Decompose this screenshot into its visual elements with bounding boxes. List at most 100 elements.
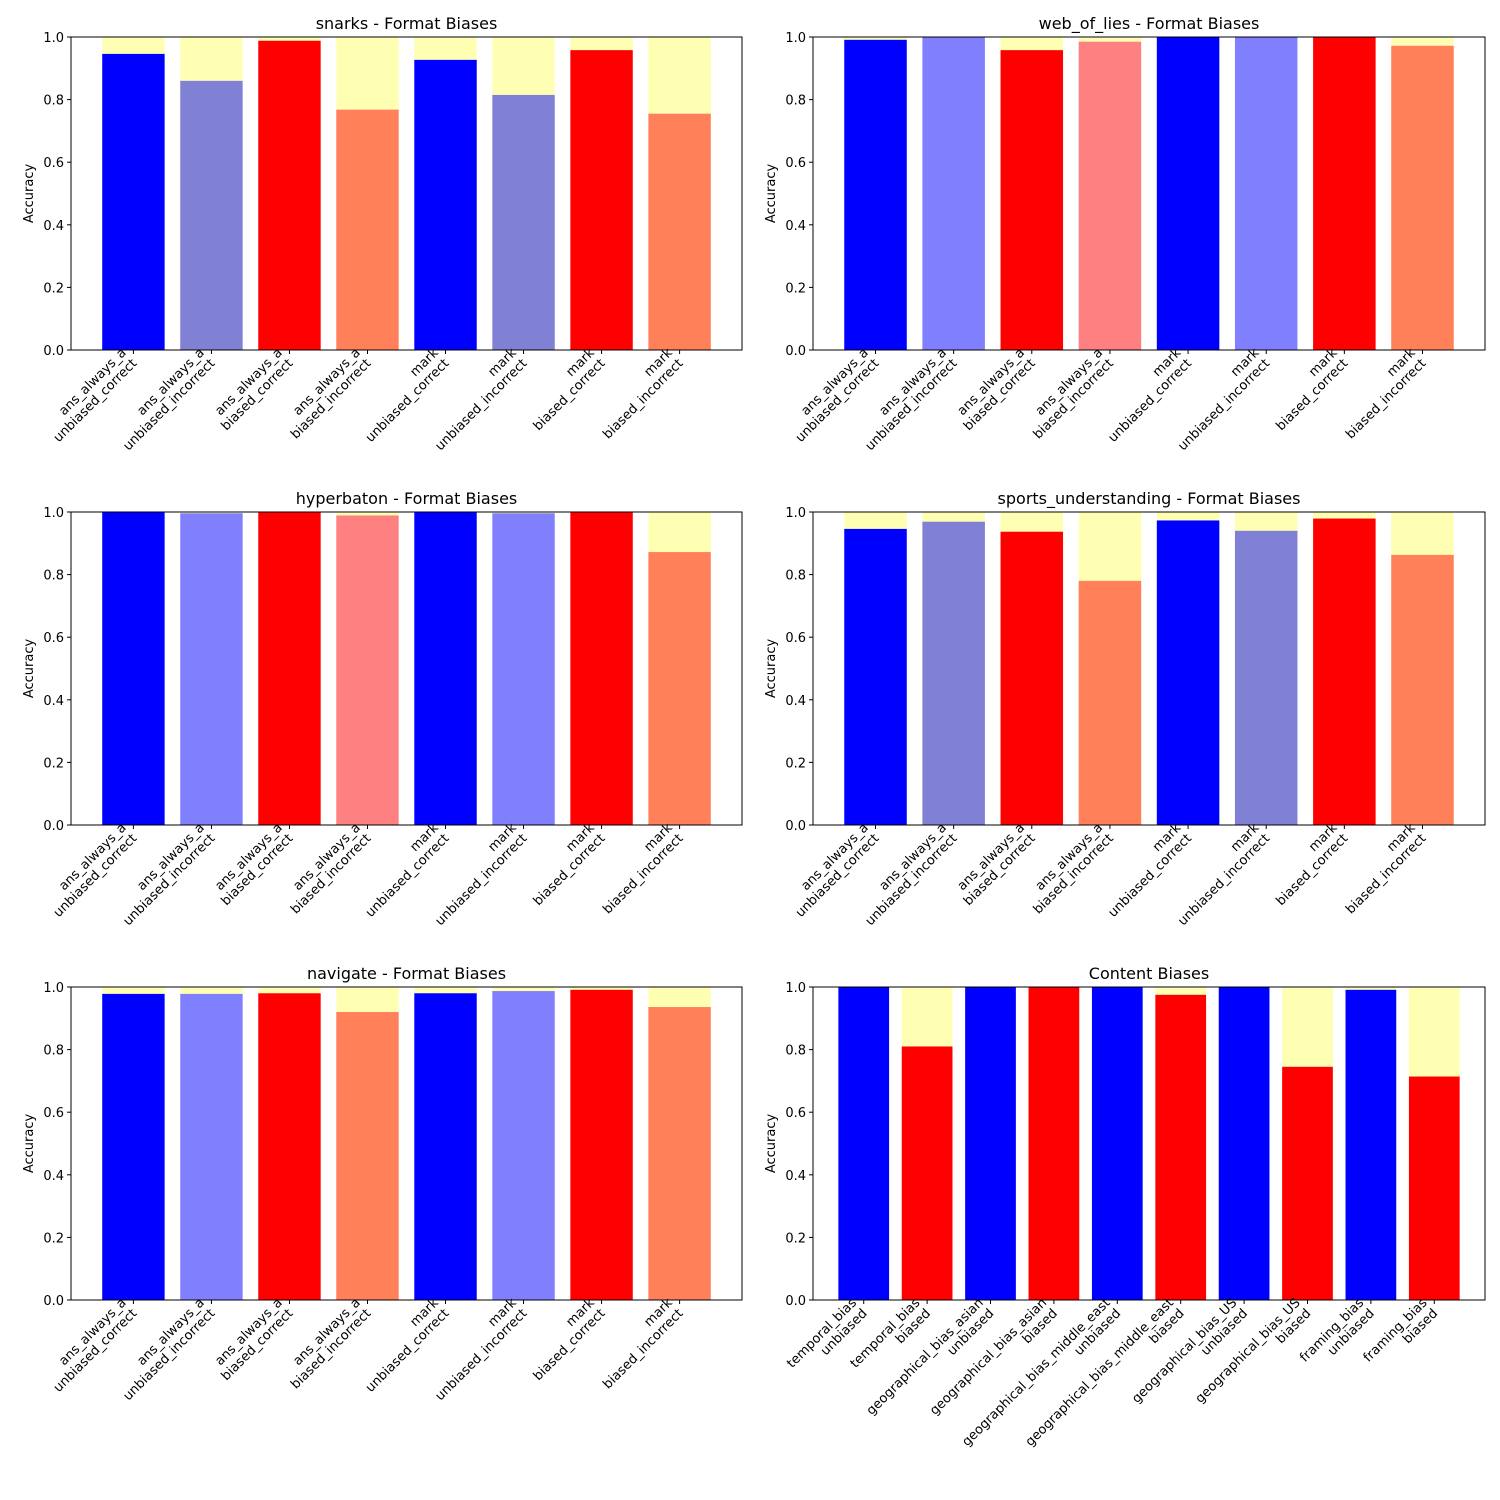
y-tick-label: 0.2 (43, 756, 64, 771)
y-tick-label: 0.2 (43, 281, 64, 296)
bar-remainder (844, 37, 907, 40)
bar-remainder (1313, 512, 1376, 519)
bar-remainder (102, 37, 165, 54)
y-tick-label: 0.0 (43, 819, 64, 834)
bar (1156, 37, 1220, 350)
x-tick-label: ans_always_abiased_correct (208, 821, 296, 909)
x-tick-label: ans_always_abiased_correct (208, 1296, 296, 1384)
x-tick-label: markbiased_correct (1263, 820, 1352, 909)
y-tick-label: 0.4 (43, 694, 64, 709)
bar-remainder (1234, 512, 1298, 531)
bar (1345, 989, 1397, 1300)
axes-frame (70, 36, 743, 351)
bar-remainder (336, 37, 399, 110)
x-tick-label: ans_always_abiased_incorrect (1020, 346, 1117, 443)
bar (1156, 520, 1220, 825)
x-tick-label: ans_always_abiased_correct (208, 346, 296, 434)
y-tick-label: 0.0 (785, 819, 806, 834)
y-tick-label: 1.0 (43, 31, 64, 46)
y-tick-label: 0.8 (43, 569, 64, 584)
x-tick-label-line: geographical_bias_US (1129, 1296, 1240, 1407)
bar-remainder (414, 987, 477, 994)
bar (414, 993, 477, 1300)
bar (1078, 580, 1142, 825)
bar-remainder (648, 512, 711, 553)
x-tick-label: markbiased_incorrect (590, 345, 687, 442)
bar (1091, 987, 1143, 1300)
y-tick-label: 0.8 (785, 94, 806, 109)
y-tick-label: 0.6 (43, 631, 64, 646)
bar (901, 1046, 953, 1300)
bar (1313, 37, 1376, 350)
y-axis-label: Accuracy (22, 639, 37, 699)
x-tick-label: ans_always_aunbiased_correct (782, 346, 882, 446)
axes-frame (812, 986, 1486, 1301)
bar-remainder (258, 37, 321, 41)
x-tick-label: ans_always_abiased_incorrect (278, 821, 375, 918)
x-tick-label: ans_always_abiased_correct (950, 346, 1038, 434)
bar-remainder (336, 987, 399, 1013)
bar (258, 993, 321, 1300)
axes-frame (70, 986, 743, 1301)
y-tick-label: 0.4 (785, 219, 806, 234)
x-tick-label: markbiased_incorrect (1333, 345, 1430, 442)
bar (102, 993, 165, 1300)
x-tick-label: framing_biasbiased (1361, 1295, 1442, 1376)
bar-remainder (1391, 37, 1454, 46)
x-tick-label: ans_always_aunbiased_correct (40, 346, 140, 446)
bar (336, 1012, 399, 1300)
x-tick-label: markbiased_correct (520, 345, 609, 434)
bar (648, 552, 711, 825)
bar (414, 59, 477, 350)
chart-title: Content Biases (1089, 964, 1209, 983)
x-tick-label: markbiased_incorrect (1333, 820, 1430, 917)
chart-title: snarks - Format Biases (316, 14, 498, 33)
bar (1408, 1076, 1460, 1300)
bar (180, 993, 243, 1300)
bar (922, 521, 985, 825)
chart-3: ans_always_aunbiased_correct ans_always_a… (22, 489, 743, 929)
bar (648, 1007, 711, 1300)
bar (492, 991, 555, 1300)
y-tick-label: 1.0 (785, 31, 806, 46)
bar-remainder (180, 37, 243, 81)
bar-remainder (492, 37, 555, 95)
y-tick-label: 0.4 (43, 1169, 64, 1184)
y-tick-label: 0.8 (43, 94, 64, 109)
x-tick-label: ans_always_abiased_incorrect (278, 346, 375, 443)
bar-remainder (1000, 37, 1064, 51)
y-tick-label: 0.0 (43, 344, 64, 359)
bar (180, 80, 243, 350)
bar-remainder (1345, 987, 1397, 990)
bar-remainder (1408, 987, 1460, 1077)
chart-4: ans_always_aunbiased_correct ans_always_a… (764, 489, 1486, 929)
chart-title: web_of_lies - Format Biases (1039, 14, 1260, 34)
x-tick-label: ans_always_abiased_correct (950, 821, 1038, 909)
bar-remainder (844, 512, 907, 529)
bar-remainder (492, 512, 555, 514)
y-tick-label: 0.4 (785, 694, 806, 709)
x-tick-label: ans_always_abiased_incorrect (1020, 821, 1117, 918)
chart-2: ans_always_aunbiased_correct ans_always_a… (764, 14, 1486, 454)
bar (258, 40, 321, 350)
bar (336, 515, 399, 825)
bar-remainder (414, 37, 477, 60)
bar (180, 513, 243, 825)
bar (1391, 45, 1454, 350)
bar (844, 528, 907, 825)
y-axis-label: Accuracy (22, 164, 37, 224)
y-tick-label: 0.0 (785, 344, 806, 359)
bar-remainder (1078, 37, 1142, 42)
chart-title: navigate - Format Biases (307, 964, 506, 983)
y-axis-label: Accuracy (764, 639, 779, 699)
bar-remainder (1156, 512, 1220, 521)
y-axis-label: Accuracy (764, 164, 779, 224)
bar-remainder (258, 987, 321, 994)
bar (102, 512, 165, 825)
bar (414, 512, 477, 825)
y-tick-label: 0.6 (785, 1106, 806, 1121)
y-tick-label: 1.0 (43, 981, 64, 996)
y-tick-label: 0.2 (785, 281, 806, 296)
bar-remainder (180, 987, 243, 994)
bar (1155, 994, 1207, 1300)
